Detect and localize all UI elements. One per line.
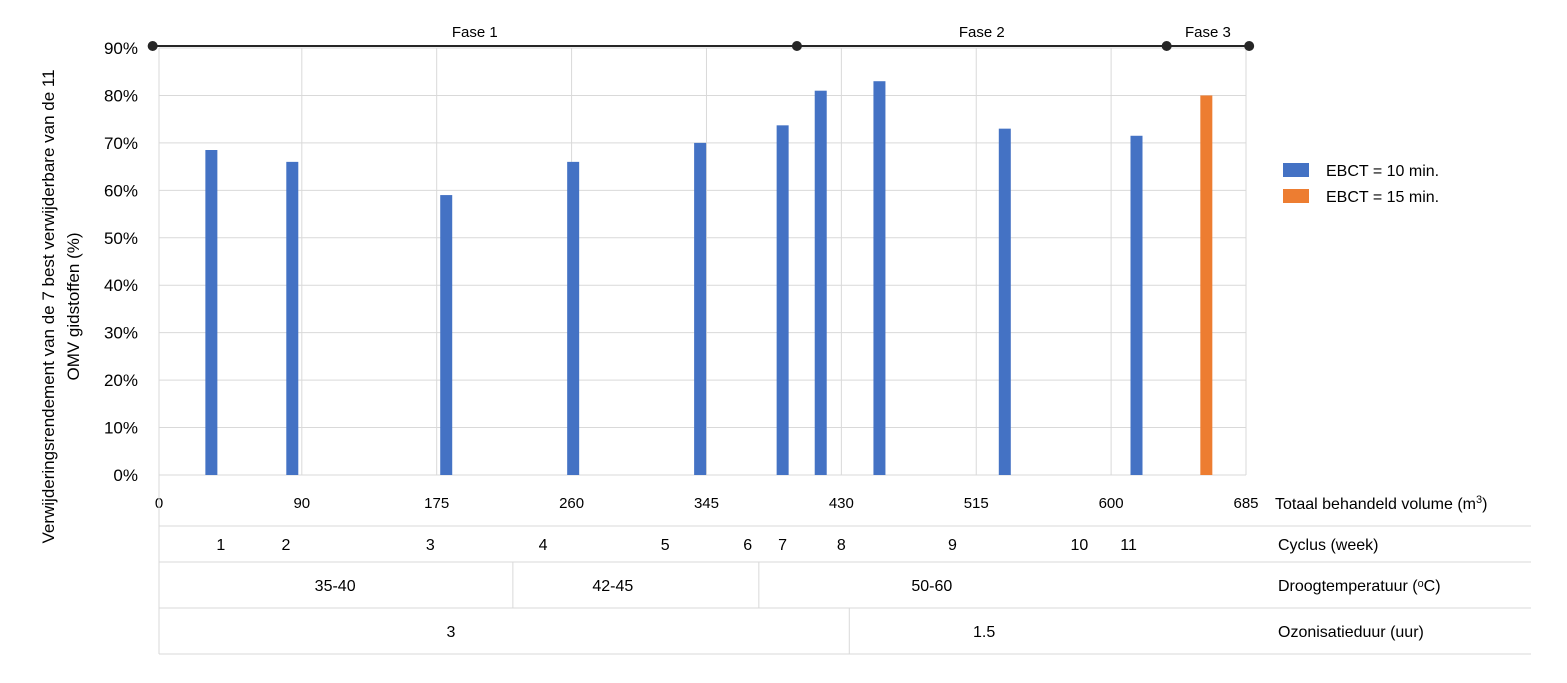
table-cell: 35-40 <box>315 578 356 595</box>
bar <box>567 161 580 475</box>
y-axis-title-line: OMV gidstoffen (%) <box>64 232 83 380</box>
legend: EBCT = 10 min. EBCT = 15 min. <box>1283 163 1439 206</box>
x-tick-label: 90 <box>293 495 310 512</box>
bar <box>1200 95 1213 475</box>
superscript: 3 <box>1476 494 1482 506</box>
table-cell: 6 <box>743 537 752 554</box>
y-axis-title-line: Verwijderingsrendement van de 7 best ver… <box>39 69 58 543</box>
bar <box>814 90 827 475</box>
phase-label: Fase 2 <box>959 24 1005 41</box>
table-cell: 8 <box>837 537 846 554</box>
legend-swatch <box>1283 189 1309 203</box>
data-table: 1 2 3 4 5 6 7 8 9 10 11 Cyclus (week)35-40 42-45 50-6… <box>158 475 1531 655</box>
phase-marker <box>1244 41 1255 51</box>
table-cell: 1.5 <box>973 624 995 641</box>
phase-label: Fase 3 <box>1185 24 1231 41</box>
table-cell: 11 <box>1120 537 1137 554</box>
x-tick-label: 515 <box>964 495 989 512</box>
bar <box>998 128 1011 475</box>
table-cell: 2 <box>281 537 290 554</box>
x-axis-title: Totaal behandeld volume (m3) <box>1275 494 1487 513</box>
y-tick-label: 80% <box>104 86 138 105</box>
phase-marker <box>791 41 802 51</box>
legend-swatch <box>1283 163 1309 177</box>
table-cell: 7 <box>778 537 787 554</box>
table-row-label: Ozonisatieduur (uur) <box>1278 624 1424 641</box>
x-tick-label: 430 <box>829 495 854 512</box>
x-tick-label: 175 <box>424 495 449 512</box>
bar <box>694 142 707 475</box>
bar <box>873 81 886 475</box>
phase-timeline: Fase 1 Fase 2 Fase 3 <box>147 24 1255 51</box>
bar <box>776 125 789 475</box>
bar <box>1130 135 1143 475</box>
table-cell: 42-45 <box>592 578 633 595</box>
y-tick-label: 70% <box>104 134 138 153</box>
table-row-label: Cyclus (week) <box>1278 537 1378 554</box>
y-axis-ticks: 0% 10% 20% 30% 40% 50% 60% 70% 80% 90% <box>104 39 138 485</box>
y-tick-label: 50% <box>104 229 138 248</box>
y-tick-label: 10% <box>104 419 138 438</box>
bars <box>205 81 1213 476</box>
table-row-label: Droogtemperatuur (ᵒC) <box>1278 578 1441 595</box>
y-axis-title: Verwijderingsrendement van de 7 best ver… <box>39 69 83 543</box>
y-tick-label: 0% <box>113 466 138 485</box>
y-tick-label: 60% <box>104 181 138 200</box>
phase-marker <box>1161 41 1172 51</box>
table-cell: 4 <box>539 537 548 554</box>
table-cell: 3 <box>447 624 456 641</box>
y-tick-label: 40% <box>104 276 138 295</box>
phase-marker <box>147 41 158 51</box>
table-cell: 10 <box>1070 537 1088 554</box>
table-cell: 1 <box>216 537 225 554</box>
x-tick-label: 685 <box>1233 495 1258 512</box>
x-tick-label: 260 <box>559 495 584 512</box>
table-cell: 3 <box>426 537 435 554</box>
bar <box>205 150 218 475</box>
x-axis-ticks: 0 90 175 260 345 430 515 600 685 <box>155 495 1259 512</box>
bar <box>286 161 299 475</box>
table-cell: 50-60 <box>911 578 952 595</box>
y-tick-label: 90% <box>104 39 138 58</box>
x-tick-label: 600 <box>1099 495 1124 512</box>
y-tick-label: 30% <box>104 324 138 343</box>
legend-label: EBCT = 15 min. <box>1326 189 1439 206</box>
bar <box>440 195 453 476</box>
phase-label: Fase 1 <box>452 24 498 41</box>
table-cell: 9 <box>948 537 957 554</box>
legend-label: EBCT = 10 min. <box>1326 163 1439 180</box>
y-tick-label: 20% <box>104 371 138 390</box>
x-tick-label: 345 <box>694 495 719 512</box>
table-cell: 5 <box>661 537 670 554</box>
